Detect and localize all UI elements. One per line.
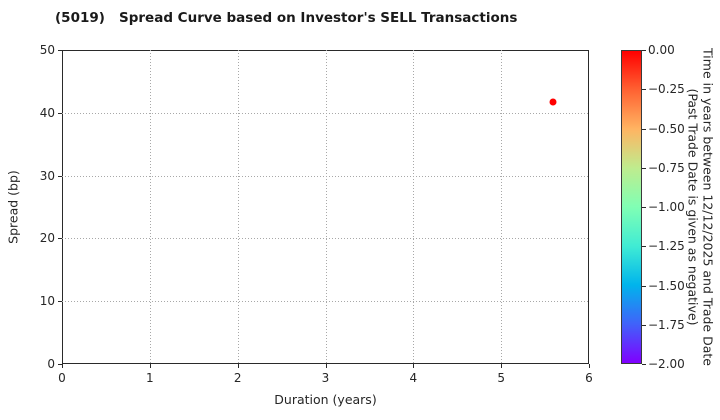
- scatter-point: [549, 98, 557, 106]
- colorbar-tick-label: −0.50: [648, 121, 685, 136]
- y-tick-label: 30: [39, 168, 55, 183]
- y-tick-mark: [58, 238, 62, 240]
- gridline-horizontal: [62, 301, 589, 303]
- x-tick-label: 3: [321, 371, 330, 385]
- y-tick-label: 50: [39, 43, 55, 57]
- x-tick-label: 0: [58, 371, 66, 385]
- x-tick-label: 2: [233, 371, 242, 385]
- y-tick-label: 10: [39, 294, 55, 309]
- x-tick-label: 5: [497, 371, 505, 385]
- y-tick-mark: [58, 301, 62, 303]
- x-tick-mark: [413, 364, 415, 368]
- gridline-vertical: [413, 50, 415, 364]
- colorbar-tick-mark: [642, 324, 646, 326]
- gridline-horizontal: [62, 175, 589, 177]
- colorbar-tick-mark: [642, 246, 646, 248]
- gridline-vertical: [237, 50, 239, 364]
- y-axis-label: Spread (bp): [5, 170, 21, 244]
- colorbar-tick-label: −2.00: [648, 357, 685, 371]
- x-tick-mark: [589, 364, 590, 368]
- colorbar-tick-label: −1.50: [648, 278, 685, 293]
- colorbar-tick-mark: [642, 207, 646, 208]
- colorbar-tick-mark: [642, 364, 646, 365]
- x-tick-label: 4: [409, 371, 418, 385]
- chart-title: (5019) Spread Curve based on Investor's …: [55, 10, 518, 26]
- colorbar-label: Time in years between 12/12/2025 and Tra…: [686, 48, 716, 366]
- colorbar-tick-mark: [642, 89, 646, 91]
- gridline-vertical: [501, 50, 503, 364]
- colorbar-tick-label: −1.00: [648, 200, 685, 214]
- x-tick-mark: [237, 364, 239, 368]
- gridline-horizontal: [62, 112, 589, 114]
- colorbar-tick-label: −0.25: [648, 82, 685, 97]
- colorbar-tick-label: −0.75: [648, 160, 685, 175]
- x-tick-label: 6: [585, 371, 593, 385]
- colorbar-tick-mark: [642, 128, 646, 130]
- y-tick-mark: [58, 175, 62, 177]
- x-tick-mark: [325, 364, 327, 368]
- x-tick-label: 1: [146, 371, 154, 385]
- colorbar-tick-mark: [642, 167, 646, 169]
- colorbar-label-line2: (Past Trade Date is given as negative): [686, 88, 701, 326]
- gridline-vertical: [149, 50, 151, 364]
- y-tick-mark: [58, 364, 62, 365]
- y-tick-label: 20: [39, 231, 55, 246]
- colorbar-label-line1: Time in years between 12/12/2025 and Tra…: [700, 48, 716, 366]
- colorbar: [621, 50, 642, 364]
- colorbar-tick-mark: [642, 285, 646, 287]
- x-axis-label: Duration (years): [274, 392, 377, 407]
- colorbar-tick-label: 0.00: [648, 43, 675, 57]
- colorbar-tick-label: −1.25: [648, 239, 685, 254]
- gridline-horizontal: [62, 238, 589, 240]
- gridline-vertical: [325, 50, 327, 364]
- x-tick-mark: [62, 364, 63, 368]
- y-tick-label: 40: [39, 105, 55, 120]
- colorbar-tick-label: −1.75: [648, 317, 685, 332]
- colorbar-tick-mark: [642, 50, 646, 51]
- x-tick-mark: [501, 364, 503, 368]
- x-tick-mark: [149, 364, 151, 368]
- y-tick-label: 0: [47, 357, 55, 371]
- y-tick-mark: [58, 112, 62, 114]
- y-tick-mark: [58, 50, 62, 51]
